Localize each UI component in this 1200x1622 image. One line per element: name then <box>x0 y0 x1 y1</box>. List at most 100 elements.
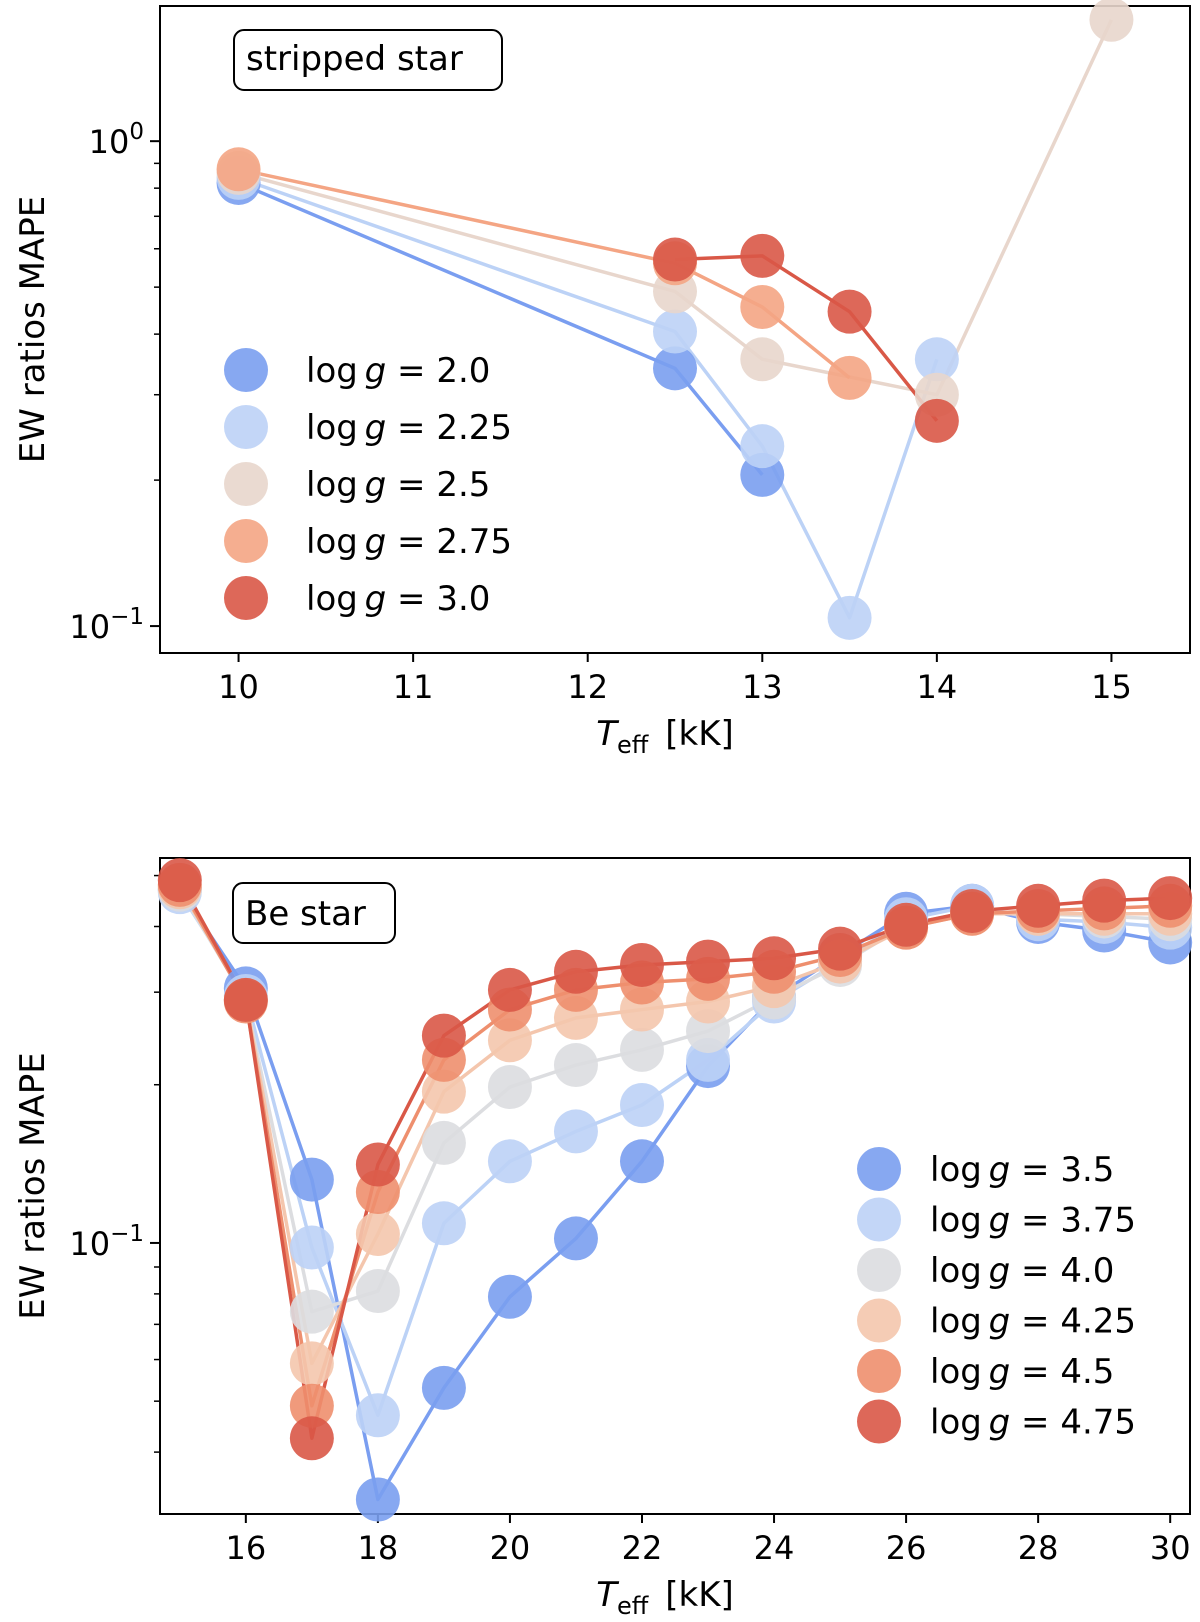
y-tick-label: 10−1 <box>69 604 144 646</box>
data-point <box>740 337 785 382</box>
data-point <box>1148 876 1193 921</box>
plot-frame <box>159 5 1191 654</box>
data-point <box>653 346 697 391</box>
data-point <box>950 889 995 934</box>
legend-label: log g = 4.5 <box>930 1352 1114 1392</box>
data-point <box>289 1416 334 1461</box>
data-point <box>421 1013 466 1058</box>
legend-marker <box>857 1349 901 1393</box>
x-axis-label: Teff [kK] <box>596 1575 734 1620</box>
data-point <box>487 1065 532 1110</box>
data-point <box>553 1043 598 1088</box>
legend-marker <box>857 1147 901 1191</box>
data-point <box>619 1139 664 1184</box>
series-line <box>178 879 1171 1441</box>
x-tick-label: 12 <box>567 668 608 706</box>
data-point <box>914 337 959 382</box>
legend-label: log g = 2.0 <box>306 351 490 391</box>
data-point <box>355 1393 400 1438</box>
annotation-label: Be star <box>245 894 366 934</box>
legend-label: log g = 4.0 <box>930 1251 1114 1291</box>
legend-marker <box>224 576 268 620</box>
annotation-box <box>232 882 396 944</box>
legend-marker <box>224 348 268 392</box>
data-point <box>289 1225 334 1270</box>
legend-label: log g = 3.75 <box>930 1201 1136 1241</box>
data-point <box>355 1211 400 1256</box>
panel-be-star: 16 18 20 22 24 26 28 30 10−1 Teff [kK] EW ratios M… <box>13 857 1193 1620</box>
data-point <box>827 289 872 334</box>
x-tick-label: 28 <box>1018 1529 1059 1567</box>
data-point <box>487 967 532 1012</box>
legend-marker <box>857 1399 901 1444</box>
plot-frame <box>159 857 1191 1515</box>
data-point <box>289 1157 334 1202</box>
data-point <box>818 926 863 971</box>
data-point <box>487 1018 532 1063</box>
annotation-label: stripped star <box>246 39 463 79</box>
data-point <box>157 858 202 903</box>
data-point <box>740 285 785 330</box>
x-tick-label: 30 <box>1150 1529 1191 1567</box>
legend-label: log g = 3.5 <box>930 1150 1114 1190</box>
data-point <box>619 1083 664 1128</box>
legend-label: log g = 2.75 <box>306 522 512 562</box>
data-point <box>421 1201 466 1246</box>
x-tick-label: 26 <box>886 1529 927 1567</box>
data-point <box>1082 878 1127 923</box>
data-point <box>827 595 872 640</box>
data-point <box>289 1341 334 1386</box>
x-tick-label: 14 <box>917 668 958 706</box>
y-tick-label: 100 <box>89 119 144 161</box>
data-point <box>487 1139 532 1184</box>
y-axis-label: EW ratios MAPE <box>13 196 53 463</box>
legend-label: log g = 3.0 <box>306 579 490 619</box>
x-tick-label: 22 <box>622 1529 663 1567</box>
legend-marker <box>224 405 268 449</box>
data-point <box>619 942 664 987</box>
x-tick-label: 24 <box>754 1529 795 1567</box>
data-point <box>216 147 261 192</box>
data-point <box>914 398 959 443</box>
data-point <box>355 1269 400 1314</box>
y-tick-label: 10−1 <box>69 1221 144 1263</box>
data-point <box>653 309 697 354</box>
data-point <box>553 1109 598 1154</box>
series-line <box>238 167 851 380</box>
y-axis-label: EW ratios MAPE <box>13 1052 53 1319</box>
legend-label: log g = 4.75 <box>930 1403 1136 1443</box>
data-point <box>752 936 797 981</box>
data-point <box>421 1120 466 1165</box>
data-point <box>619 1027 664 1072</box>
x-tick-label: 20 <box>490 1529 531 1567</box>
x-tick-label: 11 <box>393 668 434 706</box>
x-axis-label: Teff [kK] <box>596 714 734 759</box>
data-point <box>223 977 268 1022</box>
data-point <box>686 939 731 984</box>
series-line <box>674 254 939 422</box>
legend-label: log g = 4.25 <box>930 1302 1136 1342</box>
data-point <box>827 355 872 400</box>
legend-marker <box>224 462 268 506</box>
data-point <box>487 1274 532 1319</box>
x-tick-label: 18 <box>358 1529 399 1567</box>
x-tick-label: 15 <box>1091 668 1132 706</box>
x-tick-label: 10 <box>218 668 259 706</box>
x-tick-label: 16 <box>225 1529 266 1567</box>
data-point <box>289 1289 334 1334</box>
legend-marker <box>224 519 268 563</box>
legend-marker <box>857 1248 901 1292</box>
data-point <box>884 902 929 947</box>
data-point <box>553 949 598 994</box>
data-point <box>553 1216 598 1261</box>
data-point <box>653 237 697 282</box>
data-point <box>421 1069 466 1114</box>
legend-label: log g = 2.5 <box>306 465 490 505</box>
data-point <box>355 1477 400 1522</box>
data-point <box>355 1142 400 1187</box>
data-point <box>289 1383 334 1428</box>
data-point <box>421 1365 466 1410</box>
annotation-box <box>233 29 503 91</box>
legend-marker <box>857 1298 901 1343</box>
legend-label: log g = 2.25 <box>306 408 512 448</box>
